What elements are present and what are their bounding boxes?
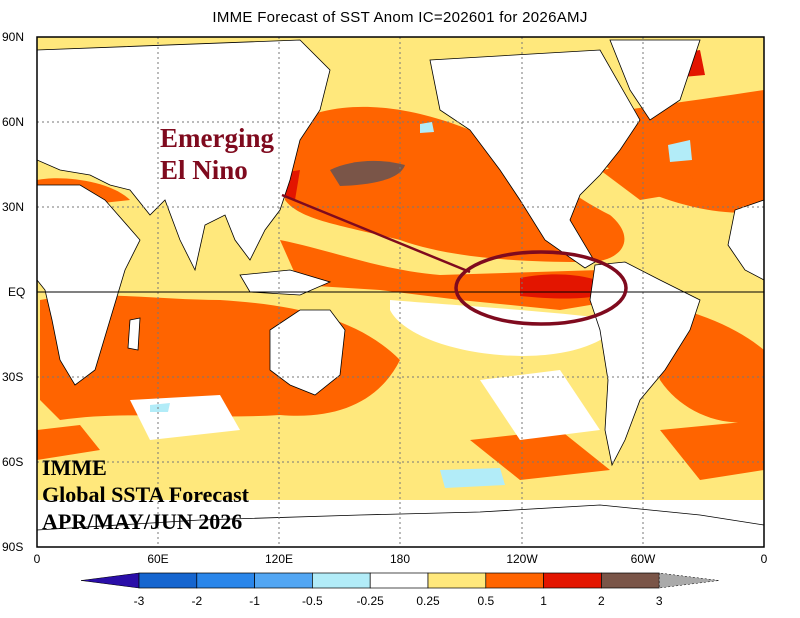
colorbar-tick-label: 0.25 (416, 594, 440, 608)
y-tick-label: 90S (2, 540, 24, 554)
y-tick-label: 30N (2, 200, 25, 214)
colorbar-box (427, 572, 487, 589)
land-masses (37, 39, 764, 547)
australia (269, 309, 346, 396)
anomaly-cool (150, 122, 692, 488)
greenland (609, 39, 701, 121)
colorbar-box (601, 572, 660, 589)
x-tick-label: 0 (760, 552, 768, 566)
colorbar-tick-label: 1 (540, 594, 547, 608)
x-tick-label: 120W (506, 552, 538, 566)
colorbar-tick-label: -3 (133, 594, 145, 608)
colorbar-box (196, 572, 255, 589)
antarctica (37, 504, 764, 547)
colorbar-box (138, 572, 198, 589)
caption-line2: Global SSTA Forecast (42, 482, 249, 507)
colorbar-tick-label: -0.25 (356, 594, 384, 608)
x-tick-label: 60E (147, 552, 169, 566)
annotation-line1: Emerging (160, 123, 274, 153)
el-nino-ellipse (454, 250, 628, 326)
y-tick-label: 60S (2, 455, 24, 469)
anomaly-2-3 (330, 160, 405, 186)
y-tick-label: 60N (2, 115, 25, 129)
madagascar (127, 317, 141, 351)
south-america (589, 261, 701, 467)
eurasia (37, 39, 331, 272)
y-tick-label: 30S (2, 370, 24, 384)
annotation-arrow (281, 193, 471, 274)
colorbar-box (312, 572, 371, 589)
caption-line3: APR/MAY/JUN 2026 (42, 509, 243, 534)
el-nino-annotation: Emerging El Nino (160, 122, 274, 186)
x-tick-label: 180 (389, 552, 411, 566)
anomaly-field (37, 37, 764, 547)
colorbar-low-triangle (80, 572, 140, 589)
maritime-continent (239, 269, 332, 296)
africa (37, 184, 141, 386)
colorbar-tick-label: 0.5 (477, 594, 495, 608)
west-africa (727, 199, 764, 281)
x-tick-label: 0 (33, 552, 41, 566)
colorbar-tick-label: -2 (191, 594, 203, 608)
x-tick-label: 60W (630, 552, 656, 566)
forecast-caption: IMME Global SSTA Forecast APR/MAY/JUN 20… (42, 454, 249, 535)
map-frame (36, 36, 765, 548)
caption-line1: IMME (42, 455, 107, 480)
colorbar-tick-label: 3 (655, 594, 663, 608)
colorbar-tick-label: -0.5 (302, 594, 323, 608)
colorbar-box (369, 572, 429, 589)
y-tick-label: EQ (8, 285, 26, 299)
colorbar-high-triangle (658, 572, 720, 589)
colorbar-tick-label: -1 (249, 594, 260, 608)
colorbar-box (254, 572, 313, 589)
x-tick-label: 120E (264, 552, 294, 566)
chart-title: IMME Forecast of SST Anom IC=202601 for … (212, 9, 588, 26)
colorbar-box (543, 572, 602, 589)
annotation-line2: El Nino (160, 155, 248, 185)
colorbar (80, 572, 720, 589)
colorbar-tick-label: 2 (598, 594, 605, 608)
y-tick-label: 90N (2, 30, 25, 44)
colorbar-box (485, 572, 544, 589)
